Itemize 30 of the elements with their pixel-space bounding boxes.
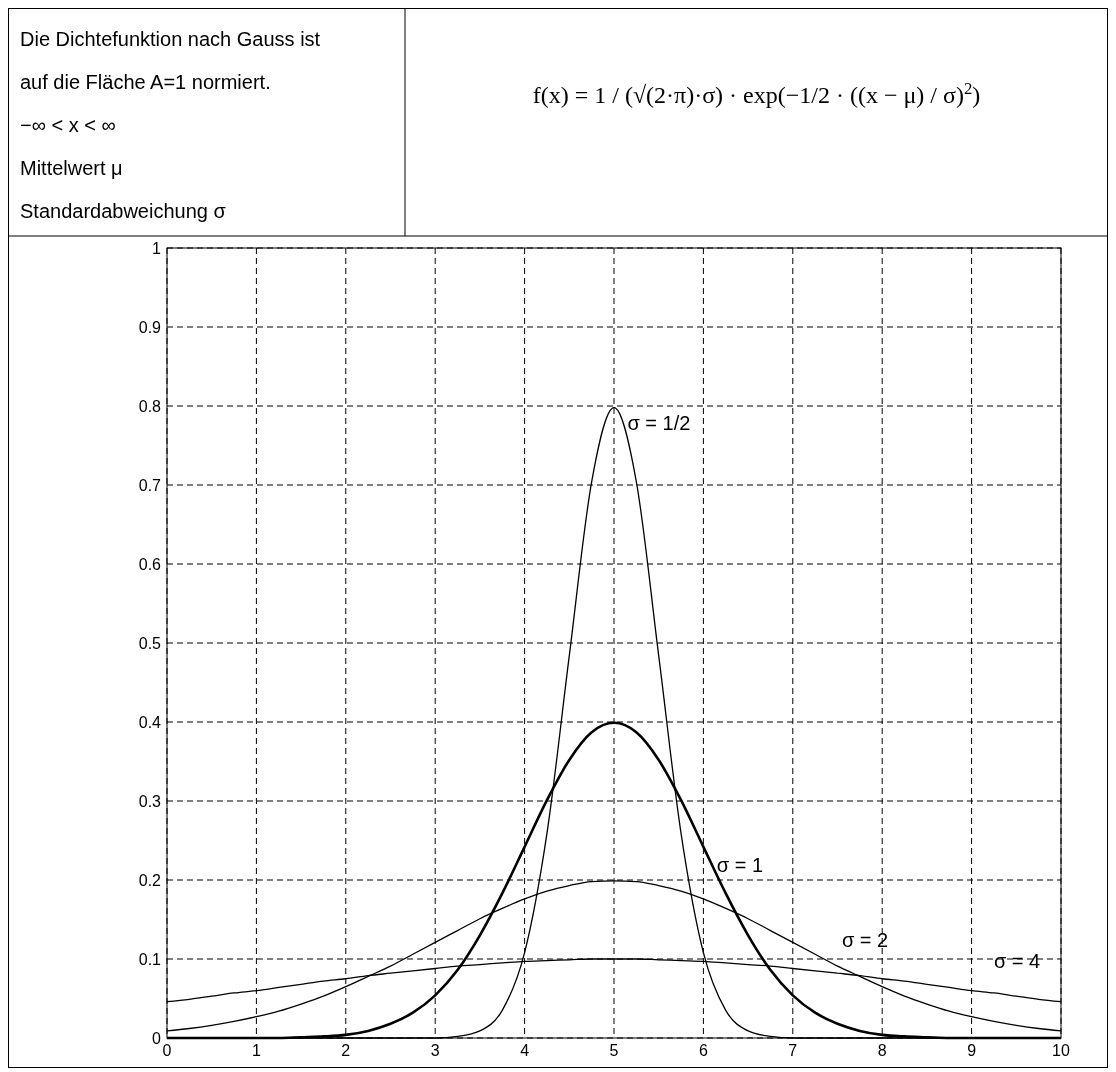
x-tick-label: 7: [788, 1042, 798, 1059]
x-tick-label: 3: [430, 1042, 440, 1059]
series-label: σ = 1/2: [627, 411, 691, 434]
text: Standardabweichung σ: [20, 200, 227, 222]
y-tick-label: 1: [152, 240, 162, 257]
y-tick-label: 0: [152, 1030, 162, 1047]
y-tick-label: 0.8: [138, 398, 162, 415]
y-tick-label: 0.2: [138, 872, 162, 889]
series-label: σ = 2: [841, 929, 889, 952]
series-label: σ = 1: [716, 854, 764, 877]
y-tick-label: 0.1: [138, 951, 162, 968]
x-tick-label: 9: [967, 1042, 977, 1059]
text: f(x) = 1 / (√(2·π)·σ) · exp(−1/2 · ((x − μ) / σ)$^{2}$): [532, 78, 981, 108]
series-label: σ = 4: [993, 950, 1041, 973]
x-tick-label: 8: [877, 1042, 887, 1059]
x-tick-label: 10: [1052, 1042, 1070, 1059]
x-tick-label: 1: [251, 1042, 261, 1059]
x-tick-label: 4: [520, 1042, 530, 1059]
y-tick-label: 0.3: [138, 793, 162, 810]
y-tick-label: 0.9: [138, 319, 162, 336]
x-tick-label: 6: [698, 1042, 708, 1059]
text: Mittelwert μ: [20, 157, 123, 179]
y-tick-label: 0.5: [138, 635, 162, 652]
y-tick-label: 0.7: [138, 477, 162, 494]
y-tick-label: 0.6: [138, 556, 162, 573]
y-tick-label: 0.4: [138, 714, 162, 731]
text: Die Dichtefunktion nach Gauss ist auf die Fläche A=1 normiert.: [20, 28, 321, 93]
x-tick-label: 2: [341, 1042, 351, 1059]
text: −∞ < x < ∞: [20, 114, 116, 136]
x-tick-label: 5: [609, 1042, 619, 1059]
